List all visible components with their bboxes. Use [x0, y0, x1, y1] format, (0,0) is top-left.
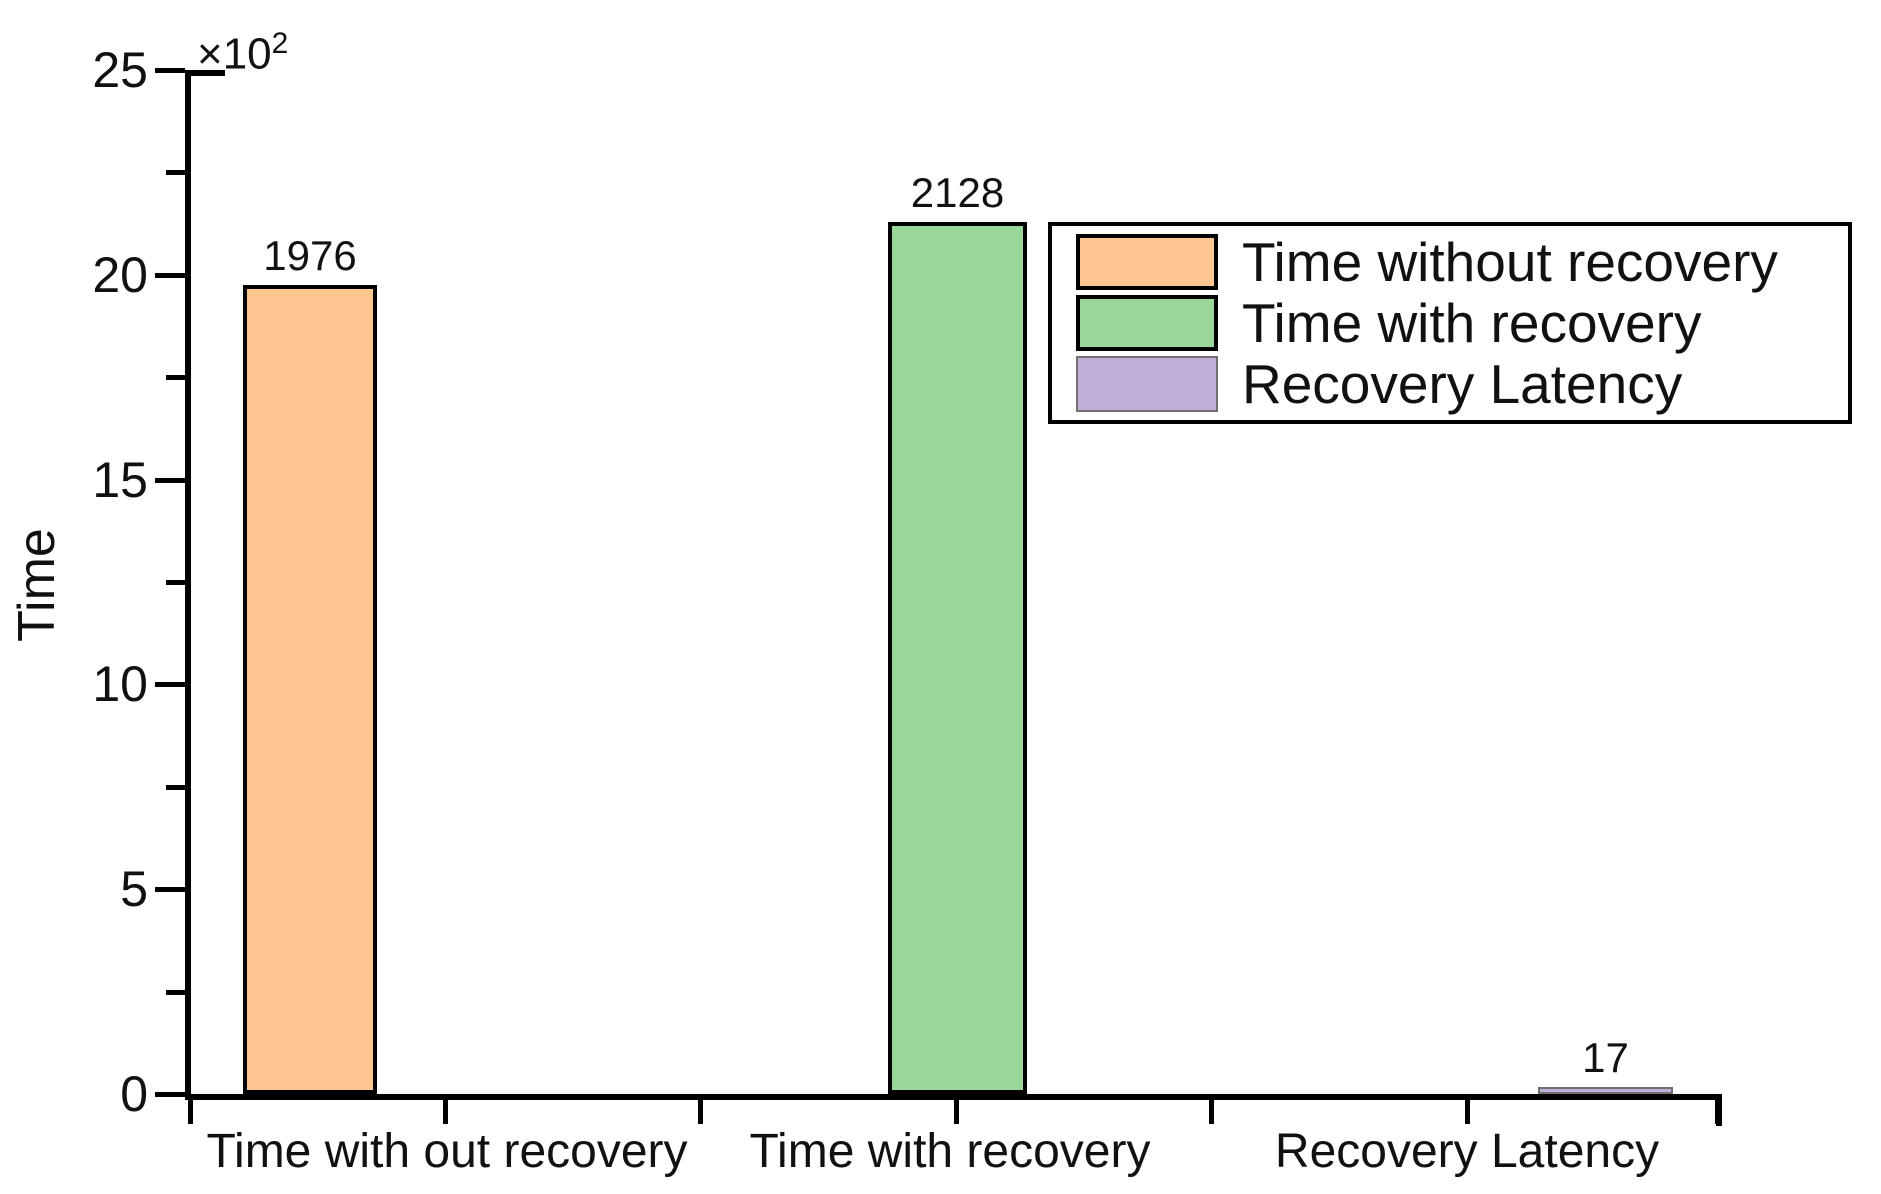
y-axis-tick-label: 15 — [92, 451, 148, 508]
y-axis-major-tick — [155, 272, 185, 278]
y-axis-tick-label: 0 — [120, 1066, 148, 1122]
legend-row-time-without-recovery: Time without recovery — [1076, 233, 1840, 291]
x-axis-tick — [1209, 1094, 1214, 1124]
legend: Time without recovery Time with recovery… — [1048, 222, 1852, 424]
x-axis-tick — [1715, 1094, 1720, 1124]
y-axis-minor-tick — [166, 170, 185, 176]
bar-value-label: 1976 — [263, 232, 357, 279]
y-axis-tick-label: 25 — [92, 42, 148, 98]
x-axis-tick — [698, 1094, 703, 1124]
x-axis-line — [185, 1094, 1722, 1100]
y-axis-major-tick — [155, 887, 185, 893]
x-axis-label: Time with out recovery — [206, 1125, 688, 1178]
x-axis-tick — [1465, 1094, 1470, 1124]
legend-row-recovery-latency: Recovery Latency — [1076, 355, 1840, 413]
legend-swatch-purple — [1076, 356, 1218, 412]
x-axis-tick — [188, 1094, 193, 1124]
x-axis-label: Recovery Latency — [1274, 1125, 1660, 1178]
x-axis-tick — [443, 1094, 448, 1124]
legend-label: Recovery Latency — [1242, 353, 1683, 415]
bar-value-label: 2128 — [910, 169, 1005, 216]
bar-group-time-with-recovery: 2128 — [888, 170, 1027, 1094]
y-axis-line — [185, 70, 191, 1100]
y-axis-tick-label: 5 — [120, 861, 148, 918]
y-axis-title: Time — [8, 528, 66, 642]
y-axis-tick-label: 10 — [92, 656, 148, 713]
y-axis-minor-tick — [166, 784, 185, 790]
y-axis-minor-tick — [166, 989, 185, 995]
y-axis-major-tick — [155, 477, 185, 483]
legend-swatch-green — [1076, 295, 1218, 351]
legend-swatch-orange — [1076, 234, 1218, 290]
y-axis-multiplier-base: ×10 — [197, 29, 272, 79]
x-axis-tick — [954, 1094, 959, 1124]
bar-group-time-without-recovery: 1976 — [243, 233, 377, 1094]
bar-recovery-latency — [1538, 1087, 1673, 1094]
bar-time-without-recovery — [243, 285, 377, 1094]
y-axis-major-tick — [155, 1092, 185, 1097]
y-axis-major-tick — [155, 682, 185, 688]
y-axis-minor-tick — [166, 375, 185, 381]
legend-label: Time with recovery — [1242, 292, 1702, 354]
y-axis-top-terminal-tick — [191, 70, 225, 76]
legend-label: Time without recovery — [1242, 231, 1778, 293]
legend-row-time-with-recovery: Time with recovery — [1076, 294, 1840, 352]
bar-value-label: 17 — [1582, 1034, 1629, 1081]
bar-group-recovery-latency: 17 — [1538, 1035, 1673, 1094]
y-axis-multiplier-exponent: 2 — [271, 27, 289, 60]
y-axis-minor-tick — [166, 580, 185, 585]
x-axis-label: Time with recovery — [749, 1125, 1151, 1178]
y-axis-tick-label: 20 — [92, 246, 148, 303]
bar-time-with-recovery — [888, 222, 1027, 1094]
y-axis-major-tick — [155, 68, 185, 73]
y-axis-multiplier: ×102 — [197, 20, 288, 79]
